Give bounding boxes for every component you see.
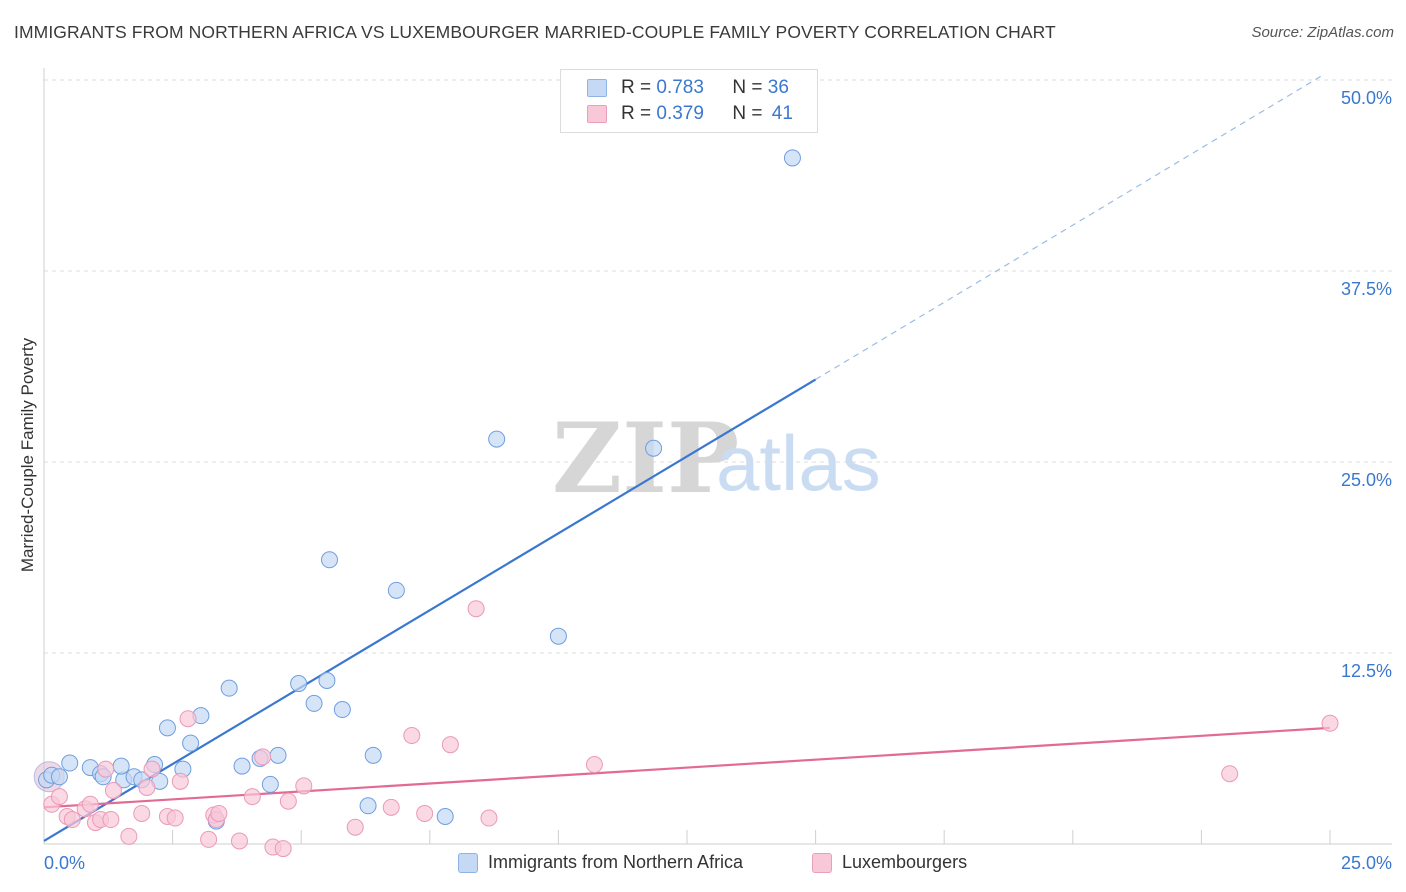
data-point-immigrants (549, 627, 567, 645)
x-tick-label: 25.0% (1341, 853, 1392, 873)
data-point-immigrants (220, 679, 238, 697)
data-point-immigrants (61, 754, 79, 772)
data-point-luxembourgers (274, 840, 292, 858)
data-point-luxembourgers (1321, 714, 1339, 732)
data-point-luxembourgers (230, 832, 248, 850)
data-point-luxembourgers (120, 827, 138, 845)
data-point-luxembourgers (254, 748, 272, 766)
data-point-immigrants (320, 551, 338, 569)
tick-labels: 12.5% 25.0% 37.5% 50.0% 0.0% 25.0% (44, 88, 1392, 873)
data-point-immigrants (290, 675, 308, 693)
gridlines (44, 79, 1392, 654)
data-point-luxembourgers (346, 818, 364, 836)
data-point-luxembourgers (200, 830, 218, 848)
data-point-luxembourgers (210, 804, 228, 822)
legend-n-value: 41 (771, 103, 793, 124)
data-point-luxembourgers (441, 736, 459, 754)
data-point-luxembourgers (171, 772, 189, 790)
watermark: ZIP atlas (552, 402, 881, 515)
data-point-immigrants (305, 694, 323, 712)
data-point-luxembourgers (416, 804, 434, 822)
data-point-luxembourgers (143, 760, 161, 778)
legend-swatch-pink (587, 105, 607, 123)
data-point-luxembourgers (104, 782, 122, 800)
data-point-immigrants (318, 672, 336, 690)
data-point-immigrants (269, 746, 287, 764)
data-point-immigrants (182, 734, 200, 752)
y-tick-label: 50.0% (1341, 88, 1392, 108)
legend-row-blue: R = 0.783 N = 36 (587, 76, 789, 100)
data-point-immigrants (261, 775, 279, 793)
data-point-luxembourgers (97, 760, 115, 778)
data-point-luxembourgers (50, 788, 68, 806)
legend-r-value: 0.379 (656, 103, 704, 124)
legend-n-value: 36 (767, 77, 789, 98)
trend-lines (43, 73, 1331, 842)
data-point-luxembourgers (467, 600, 485, 618)
data-point-immigrants (359, 797, 377, 815)
legend-swatch-blue (587, 79, 607, 97)
data-point-luxembourgers (279, 792, 297, 810)
data-point-luxembourgers (295, 777, 313, 795)
data-point-immigrants (364, 746, 382, 764)
data-point-luxembourgers (133, 804, 151, 822)
y-tick-label: 37.5% (1341, 279, 1392, 299)
data-point-luxembourgers (166, 809, 184, 827)
x-tick-label: 0.0% (44, 853, 85, 873)
data-point-immigrants (488, 430, 506, 448)
data-point-luxembourgers (243, 788, 261, 806)
data-point-immigrants (436, 807, 454, 825)
legend-r-label: R = (621, 77, 657, 98)
data-point-luxembourgers (63, 811, 81, 829)
data-point-immigrants (112, 757, 130, 775)
watermark-zip: ZIP (552, 402, 739, 515)
series-legend: Immigrants from Northern Africa Luxembou… (0, 852, 1406, 878)
data-point-immigrants (783, 149, 801, 167)
data-point-luxembourgers (403, 727, 421, 745)
legend-row-pink: R = 0.379 N = 41 (587, 102, 793, 126)
legend-n-label: N = (732, 77, 768, 98)
series-legend-item-immigrants: Immigrants from Northern Africa (458, 852, 743, 873)
data-point-luxembourgers (102, 811, 120, 829)
data-point-immigrants (387, 581, 405, 599)
data-point-luxembourgers (138, 778, 156, 796)
trend-line-immigrants-extension (815, 73, 1326, 381)
data-point-luxembourgers (382, 798, 400, 816)
y-tick-label: 12.5% (1341, 661, 1392, 681)
source-credit: Source: ZipAtlas.com (1251, 24, 1394, 41)
legend-r-label: R = (621, 103, 657, 124)
watermark-atlas: atlas (716, 419, 881, 507)
data-point-luxembourgers (480, 809, 498, 827)
data-point-immigrants (233, 757, 251, 775)
data-point-luxembourgers (585, 756, 603, 774)
series-legend-label: Luxembourgers (842, 852, 968, 872)
data-point-immigrants (158, 719, 176, 737)
data-point-luxembourgers (179, 710, 197, 728)
data-point-luxembourgers (1221, 765, 1239, 783)
series-legend-label: Immigrants from Northern Africa (488, 852, 744, 872)
data-point-immigrants (333, 701, 351, 719)
chart-title: IMMIGRANTS FROM NORTHERN AFRICA VS LUXEM… (14, 22, 1056, 42)
data-point-immigrants (645, 439, 663, 457)
data-point-luxembourgers (81, 795, 99, 813)
data-point-immigrants (50, 768, 68, 786)
legend-n-label: N = (732, 103, 768, 124)
series-swatch-pink (812, 852, 832, 873)
legend-r-value: 0.783 (656, 77, 704, 98)
data-points (33, 149, 1339, 858)
y-tick-label: 25.0% (1341, 470, 1392, 490)
correlation-legend: R = 0.783 N = 36 R = 0.379 N = 41 (560, 69, 818, 133)
series-swatch-blue (458, 852, 478, 873)
trend-line-immigrants (43, 378, 817, 842)
series-legend-item-luxembourgers: Luxembourgers (812, 852, 967, 873)
